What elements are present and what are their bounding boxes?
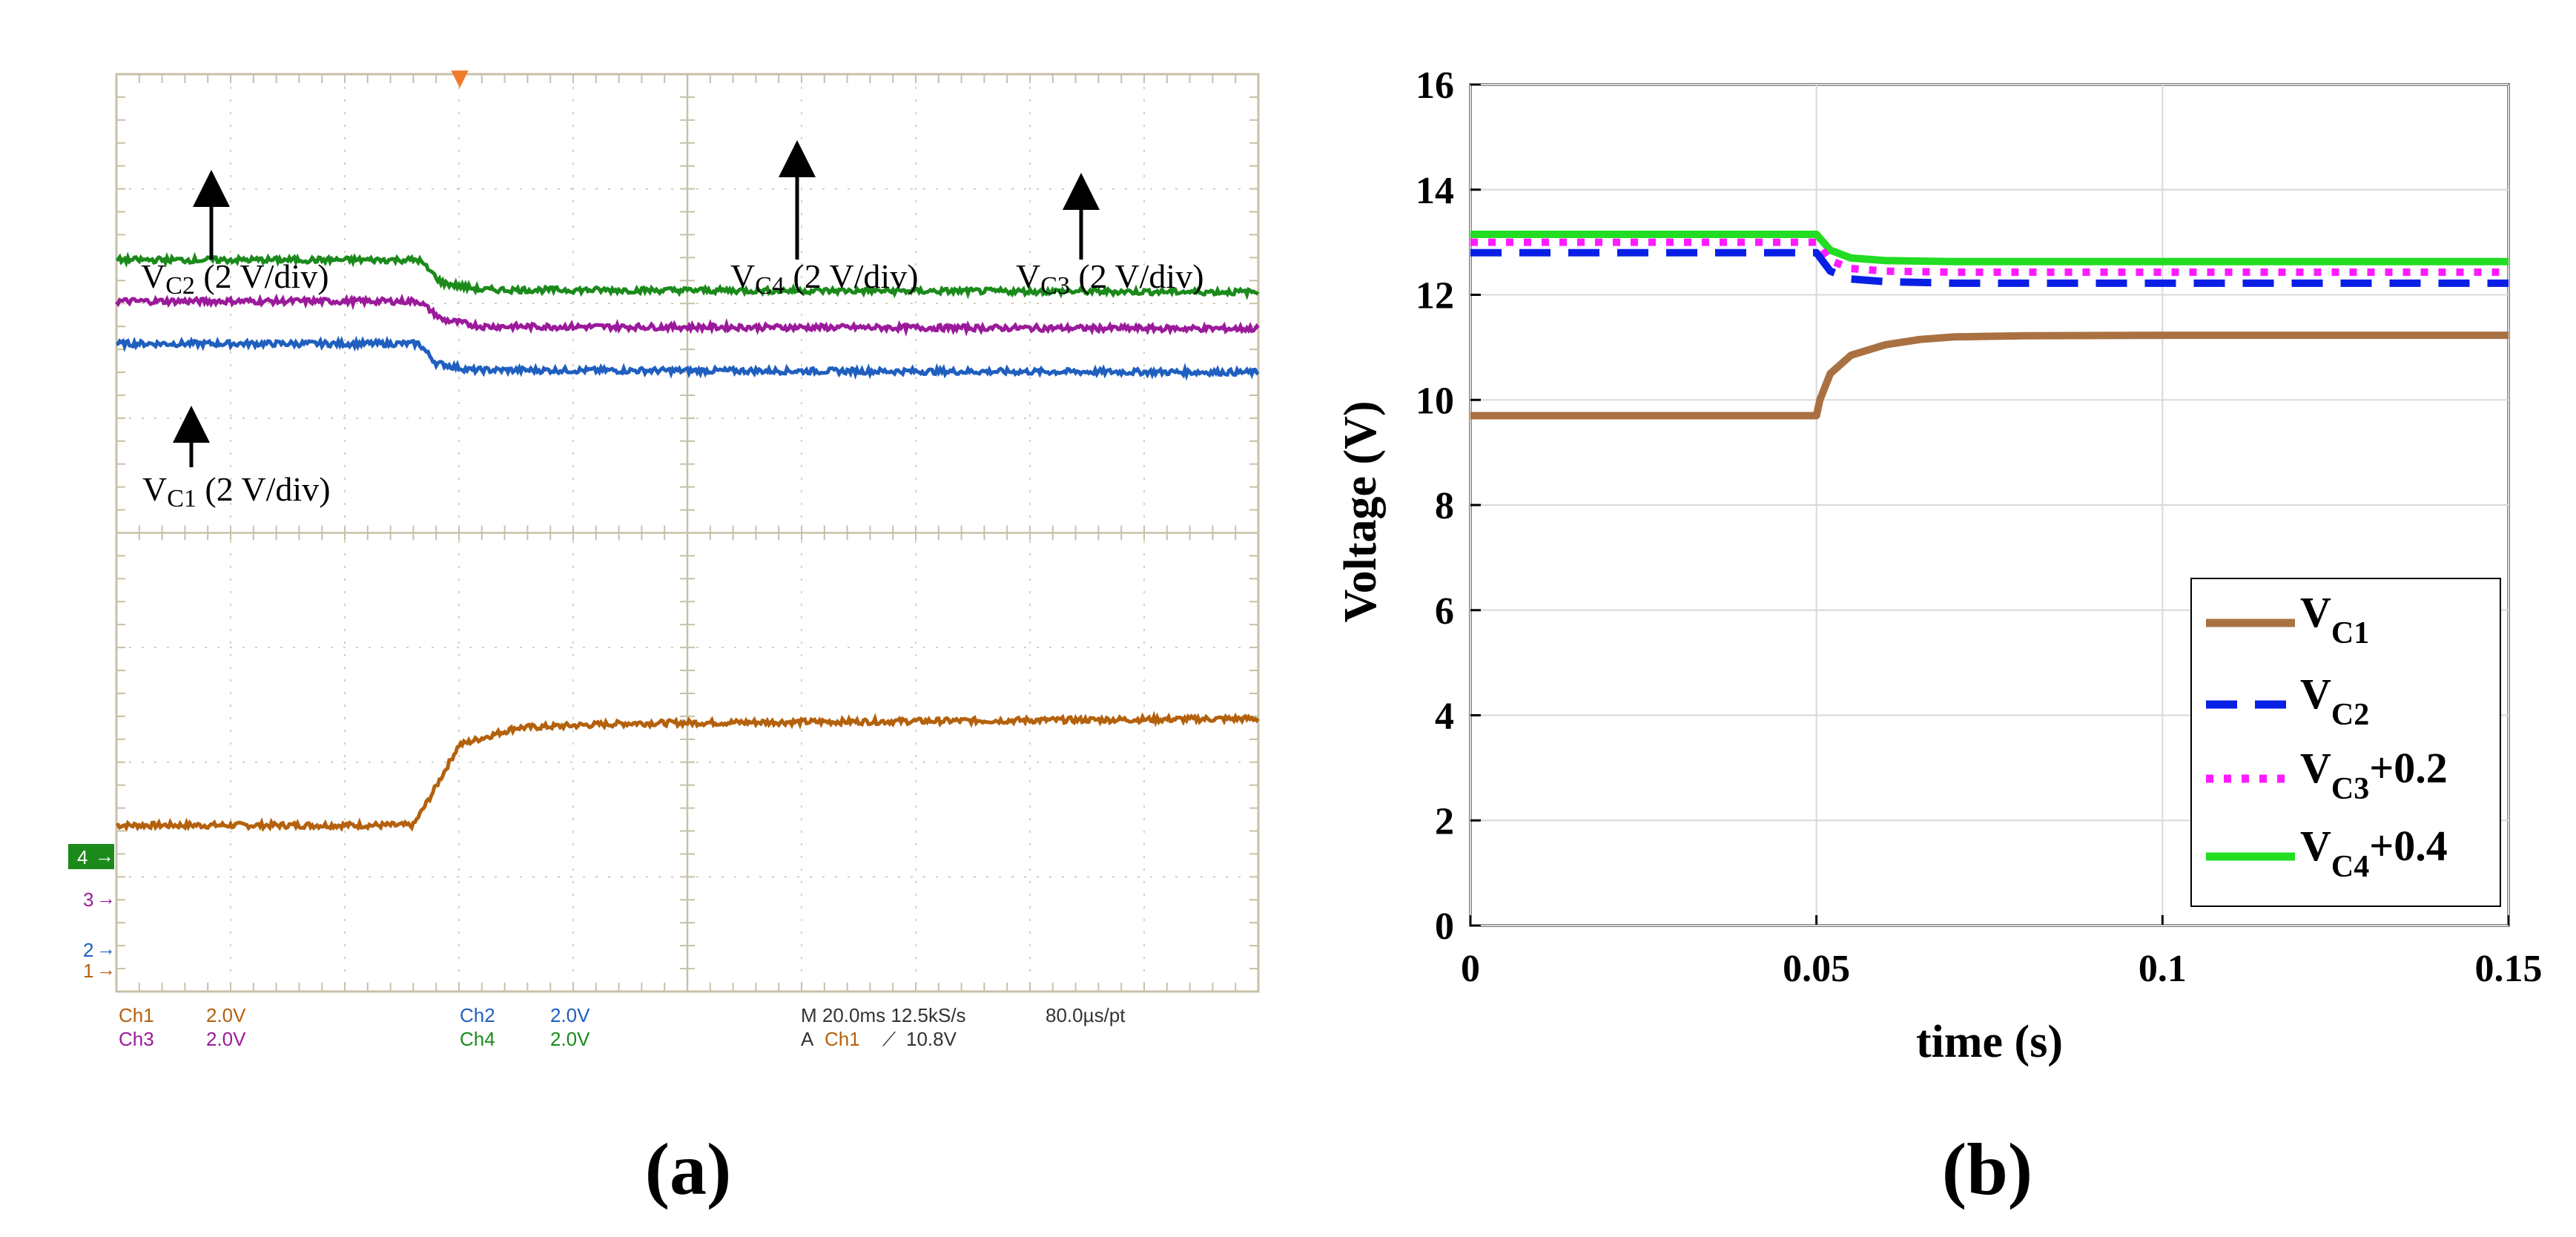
legend-item-vc1: VC1 — [2206, 588, 2369, 650]
scope-label-vc4: VC4 (2 V/div) — [730, 257, 919, 300]
x-tick-label: 0.15 — [2475, 948, 2543, 990]
y-tick-label: 4 — [1435, 696, 1454, 738]
plot-series — [1470, 231, 2509, 420]
channel-marker-4: 4 → — [68, 844, 114, 869]
scope-label-vc3-sub: C3 — [1040, 272, 1070, 300]
y-tick-label: 2 — [1435, 800, 1454, 842]
scope-label-vc1-suffix: (2 V/div) — [196, 470, 331, 508]
x-axis-label: time (s) — [1916, 1017, 2063, 1067]
svg-text:1: 1 — [83, 960, 93, 982]
caption-b: (b) — [1942, 1128, 2032, 1210]
svg-text:VC3+0.2: VC3+0.2 — [2300, 744, 2448, 806]
readout-timebase: M 20.0ms 12.5kS/s — [801, 1004, 966, 1026]
y-tick-label: 6 — [1435, 590, 1454, 633]
channel-marker-2: 2 → — [83, 937, 116, 961]
legend: VC1 VC2 VC3+0.2 VC4+0.4 — [2190, 578, 2501, 907]
svg-text:→: → — [96, 958, 116, 980]
scope-label-vc2-v: V — [141, 257, 165, 295]
channel-marker-1: 1 → — [83, 958, 116, 982]
caption-a: (a) — [645, 1128, 732, 1210]
scope-label-vc1-v: V — [142, 470, 167, 508]
plot-grid — [1469, 83, 2510, 927]
scope-label-vc4-suffix: (2 V/div) — [785, 257, 919, 295]
scope-label-vc3-v: V — [1016, 257, 1040, 295]
scope-label-vc4-sub: C4 — [755, 272, 785, 300]
readout-ch2: Ch2 — [460, 1004, 495, 1026]
svg-text:2: 2 — [83, 939, 93, 961]
scope-label-vc1: VC1 (2 V/div) — [142, 470, 331, 512]
y-tick-label: 14 — [1416, 170, 1454, 212]
legend-item-vc2: VC2 — [2206, 670, 2369, 732]
y-tick-labels: 0 2 4 6 8 10 12 14 16 — [1416, 65, 1454, 948]
readout-trig-slope: ⟋ — [882, 1028, 896, 1050]
y-tick-label: 10 — [1416, 380, 1454, 422]
readout-ch1-scale: 2.0V — [206, 1004, 246, 1026]
legend-item-vc3: VC3+0.2 — [2206, 744, 2448, 806]
svg-text:VC4+0.4: VC4+0.4 — [2300, 822, 2448, 884]
svg-text:→: → — [96, 887, 116, 909]
svg-text:→: → — [96, 937, 116, 960]
readout-trig-level: 10.8V — [906, 1028, 957, 1050]
x-tick-label: 0 — [1461, 948, 1480, 990]
readout-ch2-scale: 2.0V — [550, 1004, 590, 1026]
readout-ch4-scale: 2.0V — [550, 1028, 590, 1050]
readout-ch3-scale: 2.0V — [206, 1028, 246, 1050]
svg-text:VC4 (2 V/div): VC4 (2 V/div) — [730, 257, 919, 300]
svg-text:4: 4 — [77, 846, 87, 868]
legend-box — [2190, 578, 2501, 907]
scope-grid — [116, 73, 1259, 992]
series-line-vc2 — [1470, 248, 2509, 287]
y-tick-label: 12 — [1416, 275, 1454, 317]
svg-text:VC2: VC2 — [2300, 670, 2369, 732]
x-tick-label: 0.05 — [1783, 948, 1850, 990]
channel-marker-3: 3 → — [83, 887, 116, 911]
readout-ch3: Ch3 — [119, 1028, 154, 1050]
readout-pt: 80.0µs/pt — [1046, 1004, 1126, 1026]
series-line-vc1 — [1470, 331, 2509, 420]
scope-trace-ch3 — [115, 293, 1260, 337]
readout-ch1: Ch1 — [119, 1004, 154, 1026]
scope-trace-ch2 — [116, 335, 1260, 381]
y-tick-label: 0 — [1435, 906, 1454, 948]
svg-text:VC2 (2 V/div): VC2 (2 V/div) — [141, 257, 329, 300]
scope-label-vc2-suffix: (2 V/div) — [195, 257, 329, 295]
legend-item-vc4: VC4+0.4 — [2206, 822, 2448, 884]
scope-trace-ch1 — [116, 710, 1260, 832]
oscilloscope-panel: ▼ VC2 (2 V/div) VC4 (2 V/div) VC3 (2 V/d… — [68, 62, 1260, 1210]
readout-trig-ch: Ch1 — [825, 1028, 860, 1050]
y-axis-label: Voltage (V) — [1335, 400, 1386, 622]
y-tick-label: 16 — [1416, 65, 1454, 107]
svg-text:VC3 (2 V/div): VC3 (2 V/div) — [1016, 257, 1204, 300]
simulation-panel: 0 2 4 6 8 10 12 14 16 0 0.05 0.1 0.15 Voltage (V) t… — [1335, 65, 2543, 1210]
svg-text:3: 3 — [83, 888, 93, 911]
y-tick-label: 8 — [1435, 485, 1454, 527]
scope-traces — [115, 251, 1260, 832]
scope-trace-ch4 — [115, 251, 1260, 300]
scope-label-vc1-sub: C1 — [167, 485, 196, 512]
scope-label-vc3: VC3 (2 V/div) — [1016, 257, 1204, 300]
trigger-marker-icon: ▼ — [445, 62, 475, 94]
scope-label-vc2-sub: C2 — [165, 272, 195, 300]
svg-text:→: → — [95, 845, 114, 867]
readout-ch4: Ch4 — [460, 1028, 495, 1050]
scope-label-vc4-v: V — [730, 257, 755, 295]
scope-readout: Ch1 2.0V Ch3 2.0V Ch2 2.0V Ch4 2.0V M 20… — [119, 1004, 1126, 1050]
readout-trig-a: A — [801, 1028, 814, 1050]
scope-label-vc3-suffix: (2 V/div) — [1070, 257, 1204, 295]
x-tick-label: 0.1 — [2139, 948, 2187, 990]
x-tick-labels: 0 0.05 0.1 0.15 — [1461, 948, 2543, 990]
svg-text:VC1 (2 V/div): VC1 (2 V/div) — [142, 470, 331, 512]
svg-text:VC1: VC1 — [2300, 588, 2369, 650]
scope-label-vc2: VC2 (2 V/div) — [141, 257, 329, 300]
series-line-vc4plus0.4 — [1470, 231, 2509, 265]
